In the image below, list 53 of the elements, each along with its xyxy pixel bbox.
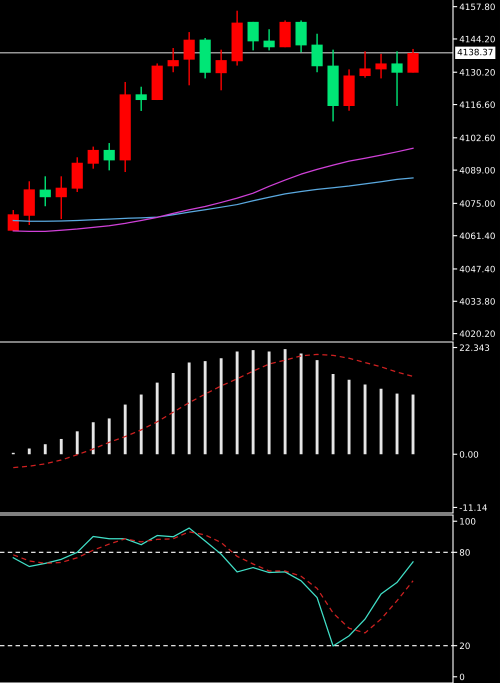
bar [412, 394, 414, 454]
candlestick [264, 28, 275, 52]
y-tick-label: 100 [460, 518, 476, 525]
y-tick-label: 4102.60 [460, 134, 495, 142]
y-tick-label: 4089.00 [460, 166, 495, 174]
candlestick [359, 50, 371, 78]
bar [364, 384, 366, 454]
candlestick [88, 146, 99, 170]
bar [300, 353, 303, 454]
candlestick [375, 53, 387, 80]
y-tick-label: 0 [460, 674, 464, 680]
bar [396, 394, 398, 454]
candlestick [311, 33, 323, 73]
bar [284, 349, 287, 454]
bar [172, 373, 175, 454]
candlestick [216, 48, 227, 91]
bar [204, 361, 207, 454]
candlestick [184, 31, 195, 86]
y-tick-label: 80 [460, 549, 470, 556]
candlestick [40, 176, 51, 207]
candlestick [391, 50, 403, 107]
y-tick-label: 4047.40 [460, 266, 495, 272]
candlestick [295, 20, 307, 53]
y-tick-label: 4033.80 [460, 298, 495, 305]
ref-line-label: 4138.37 [458, 48, 493, 56]
bar [220, 358, 223, 454]
bar [316, 360, 319, 454]
y-tick-label: 4116.60 [460, 101, 495, 108]
y-tick-label: -11.14 [460, 504, 487, 511]
bar [188, 362, 191, 454]
bar [332, 374, 335, 454]
candlestick [56, 176, 67, 220]
y-tick-label: 22.343 [460, 344, 490, 351]
bar [252, 350, 255, 454]
bar [236, 352, 239, 454]
line-series [12, 354, 414, 468]
candlestick [104, 142, 115, 172]
y-tick-label: 4144.20 [460, 36, 495, 42]
candlestick [168, 47, 179, 73]
y-tick-label: 4130.20 [460, 69, 495, 76]
candlestick [407, 48, 419, 74]
y-tick-label: 4061.40 [460, 232, 495, 240]
bar [156, 382, 159, 454]
bar [268, 352, 271, 454]
y-tick-label: 20 [460, 642, 470, 650]
candlestick [248, 21, 259, 52]
y-tick-label: 0.00 [460, 451, 478, 458]
candlestick [136, 86, 147, 112]
bar [380, 388, 382, 454]
y-tick-label: 4075.00 [460, 200, 495, 207]
bar [348, 380, 351, 454]
y-tick-label: 4157.80 [460, 3, 495, 10]
y-tick-label: 4020.20 [460, 330, 495, 338]
